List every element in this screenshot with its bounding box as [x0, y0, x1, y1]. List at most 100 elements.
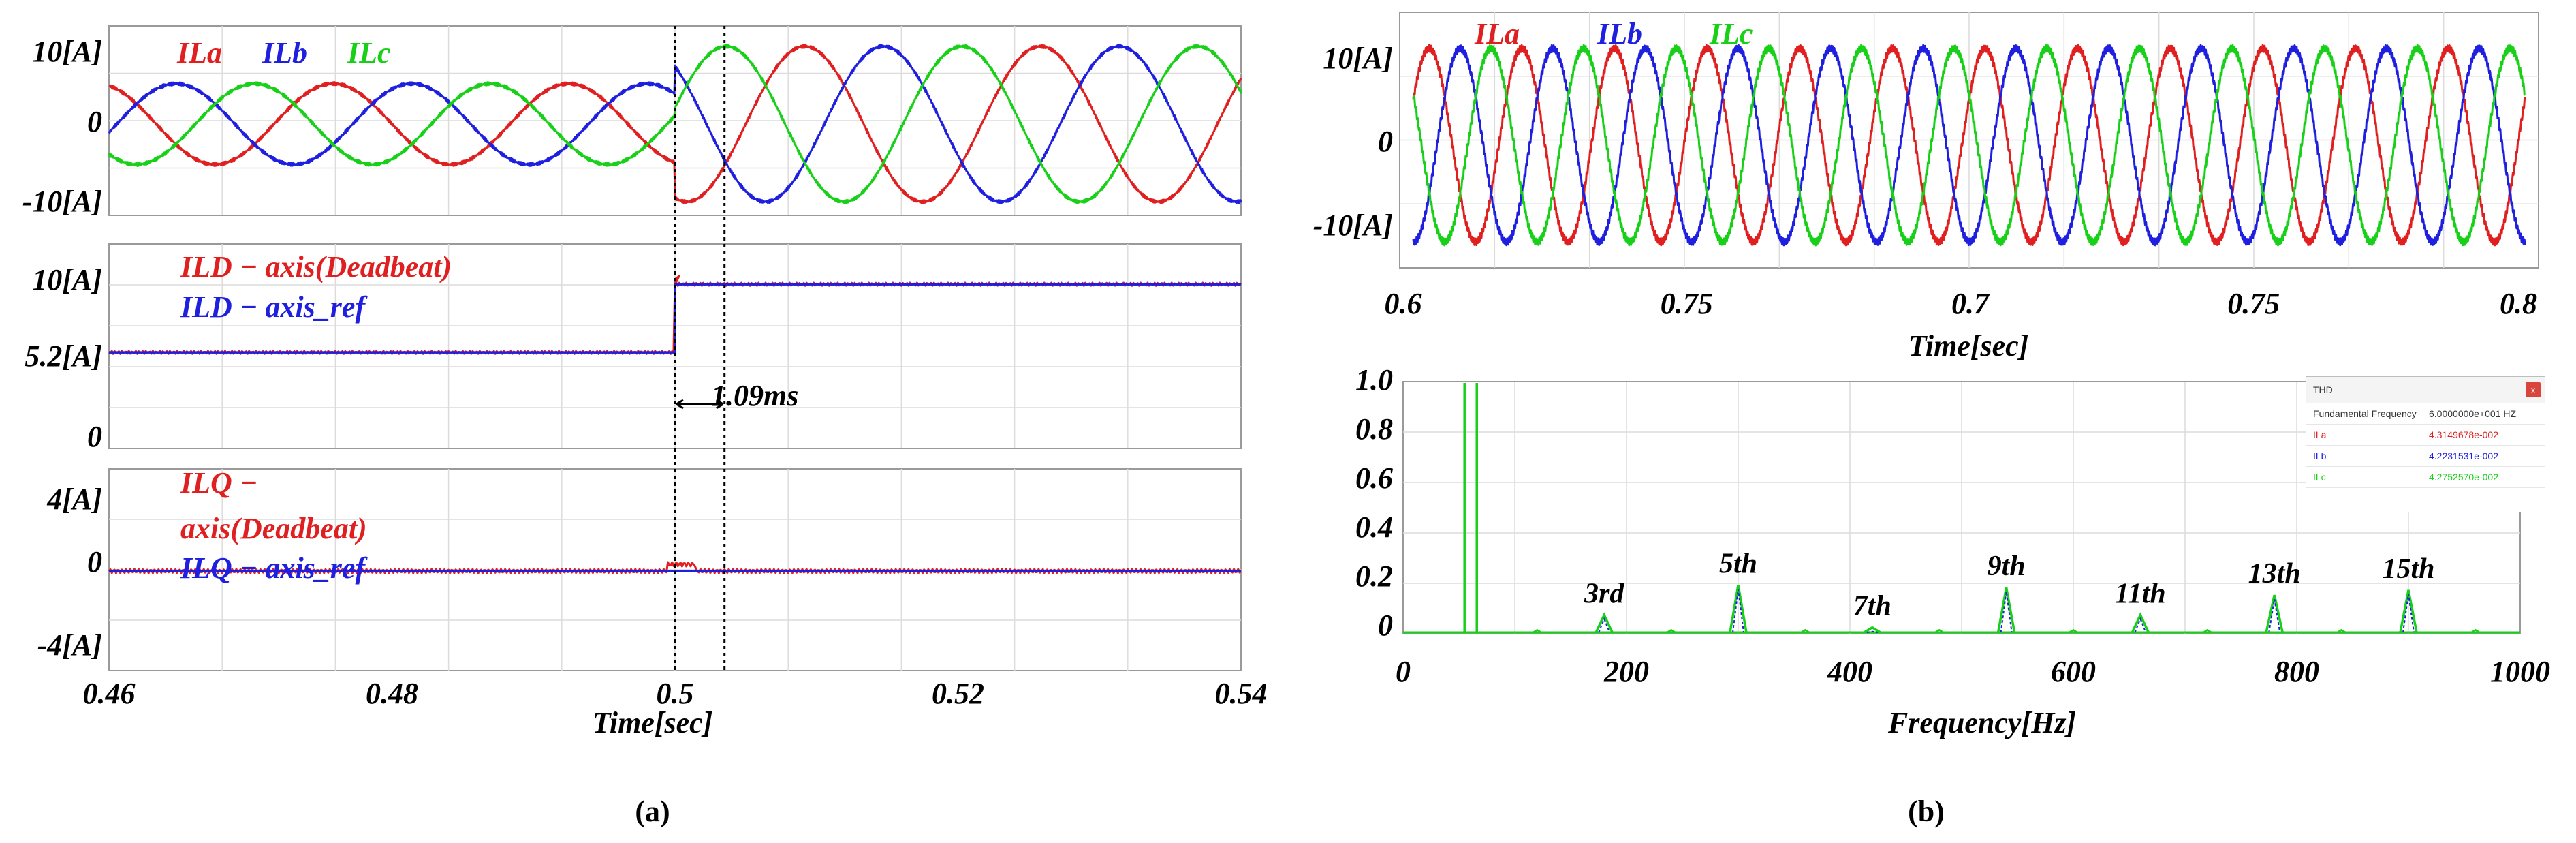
thd-close-button[interactable]: x [2526, 382, 2541, 397]
a-xtick: 0.46 [83, 677, 136, 710]
a3-legend-deadbeat-l2: axis(Deadbeat) [180, 512, 367, 545]
b2-harmonic-peak-b [1598, 617, 1611, 633]
a2-ytick: 10[A] [32, 263, 102, 296]
a1-legend-ilb: ILb [262, 36, 307, 70]
b1-grid [1400, 12, 2539, 268]
thd-row-ilc: ILc 4.2752570e-002 [2306, 467, 2545, 488]
b2-harmonic-peak [1863, 626, 1881, 634]
b2-ytick: 0 [1378, 609, 1393, 642]
thd-row-ila: ILa 4.3149678e-002 [2306, 425, 2545, 446]
b2-harmonic-peak [2399, 589, 2418, 633]
a1-ytick: 0 [87, 105, 102, 138]
b2-xtick: 200 [1603, 655, 1649, 688]
b2-xtick: 800 [2274, 655, 2319, 688]
b2-harmonic-peak [1595, 612, 1614, 633]
b2-ytick: 0.8 [1355, 412, 1393, 446]
b2-minor-ripple [2069, 628, 2078, 634]
b2-harmonic-peak-b [2000, 591, 2013, 633]
b1-ytick: -10[A] [1313, 209, 1393, 242]
b2-harmonic-label: 15th [2382, 553, 2434, 585]
thd-row-ilb: ILb 4.2231531e-002 [2306, 446, 2545, 467]
a3-ytick: 0 [87, 545, 102, 579]
a1-legend-ilc: ILc [347, 36, 391, 70]
b2-harmonic-peak [2131, 612, 2150, 633]
a-delay-label: 1.09ms [711, 379, 798, 412]
b1-xtick: 0.7 [1951, 287, 1990, 320]
b2-minor-ripple [1666, 628, 1676, 634]
thd-row-value: 4.2231531e-002 [2429, 450, 2498, 461]
a3-ytick: 4[A] [46, 482, 102, 516]
b2-harmonic-label: 11th [2115, 578, 2166, 609]
b2-minor-ripple [1533, 628, 1542, 634]
thd-title: THD [2313, 384, 2333, 395]
a3-legend-deadbeat-l1: ILQ − [180, 466, 257, 500]
a-xtick: 0.5 [657, 677, 694, 710]
b2-minor-ripple [1934, 628, 1944, 634]
a1-ytick: -10[A] [22, 185, 102, 218]
b2-ytick: 1.0 [1355, 363, 1393, 397]
thd-row-value: 4.2752570e-002 [2429, 472, 2498, 482]
a2-ytick: 0 [87, 420, 102, 453]
a2-legend-ref: ILD − axis_ref [180, 290, 368, 324]
thd-row-value: 4.3149678e-002 [2429, 429, 2498, 440]
b2-minor-ripple [1800, 628, 1810, 634]
b1-legend-ilb: ILb [1597, 17, 1642, 50]
thd-row-name: Fundamental Frequency [2313, 408, 2417, 419]
b2-harmonic-peak-b [2402, 594, 2415, 633]
b2-harmonic-label: 5th [1719, 548, 1757, 579]
b2-harmonic-peak [2265, 594, 2284, 633]
b2-xtick: 0 [1396, 655, 1411, 688]
b2-minor-ripple [2336, 628, 2346, 634]
b2-harmonic-label: 13th [2248, 558, 2301, 589]
thd-row-name: ILb [2313, 450, 2327, 461]
thd-row-value: 6.0000000e+001 HZ [2429, 408, 2517, 419]
a3-legend-ref: ILQ − axis_ref [180, 551, 368, 585]
a-caption: (a) [635, 795, 670, 828]
b1-ytick: 0 [1378, 125, 1393, 158]
a-xtick: 0.48 [366, 677, 418, 710]
b2-harmonic-label: 3rd [1584, 578, 1624, 609]
b1-xtick: 0.6 [1385, 287, 1422, 320]
a-xlabel: Time[sec] [593, 706, 713, 739]
a1-ytick: 10[A] [32, 35, 102, 68]
b1-legend-ilc: ILc [1709, 17, 1753, 50]
b-caption: (b) [1908, 795, 1945, 828]
thd-title-bar: THD x [2306, 377, 2545, 403]
b2-harmonic-peak-b [1732, 589, 1744, 633]
a1-series-ilb [108, 44, 1242, 204]
a1-legend-ila: ILa [176, 36, 222, 70]
b2-xtick: 600 [2051, 655, 2096, 688]
a-xtick: 0.54 [1215, 677, 1268, 710]
b2-harmonic-label: 9th [1988, 551, 2026, 582]
b1-series-ilc [1412, 44, 2526, 247]
b1-legend-ila: ILa [1474, 17, 1520, 50]
a-delay-arrow [676, 399, 724, 410]
b1-xtick: 0.75 [1661, 287, 1713, 320]
thd-dialog: THD x Fundamental Frequency 6.0000000e+0… [2306, 376, 2545, 512]
b2-fundamental-peak [1463, 383, 1478, 632]
b1-xtick: 0.8 [2500, 287, 2537, 320]
b2-harmonic-peak-b [2134, 617, 2147, 633]
b1-series-ilb [1412, 44, 2526, 247]
b2-xtick: 1000 [2490, 655, 2550, 688]
a3-ytick: -4[A] [37, 628, 102, 662]
b2-xtick: 400 [1827, 655, 1872, 688]
b2-ytick: 0.2 [1355, 560, 1393, 593]
b1-xtick: 0.75 [2227, 287, 2280, 320]
thd-row-fundamental: Fundamental Frequency 6.0000000e+001 HZ [2306, 403, 2545, 425]
a-xtick: 0.52 [932, 677, 984, 710]
b2-harmonic-peak [1729, 585, 1748, 633]
b2-harmonic-peak [1996, 587, 2016, 633]
b2-minor-ripple [2203, 628, 2212, 634]
thd-row-name: ILc [2313, 472, 2326, 482]
a2-ytick: 5.2[A] [25, 339, 102, 373]
a2-legend-deadbeat: ILD − axis(Deadbeat) [180, 250, 452, 283]
b2-minor-ripple [2470, 628, 2481, 634]
b2-ytick: 0.4 [1355, 510, 1393, 544]
thd-row-name: ILa [2313, 429, 2327, 440]
b2-harmonic-peak-b [2268, 598, 2281, 633]
b2-xlabel: Frequency[Hz] [1887, 706, 2076, 739]
a2-series-ref [109, 283, 1241, 354]
b2-ytick: 0.6 [1355, 461, 1393, 495]
